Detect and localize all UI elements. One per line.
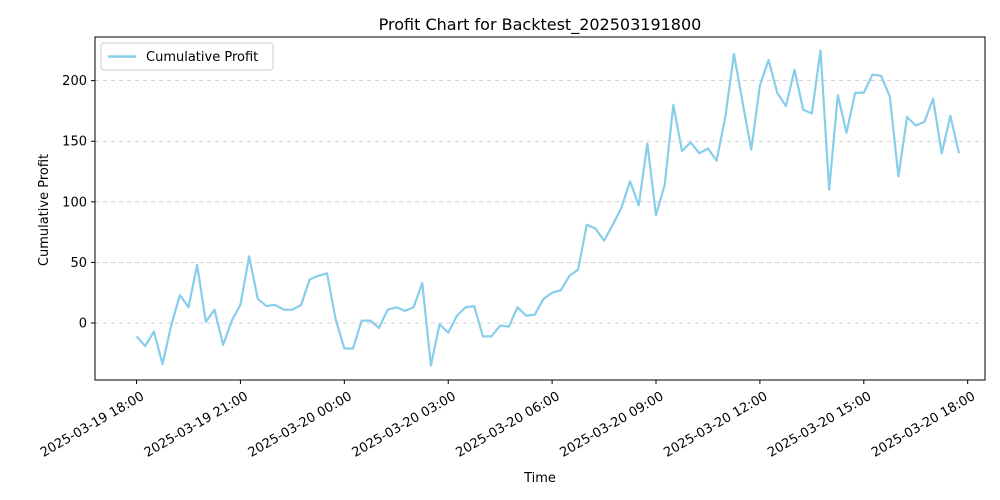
y-axis-ticks: 0 50 100 150 200 [62, 74, 95, 332]
plot-area-frame [94, 36, 986, 381]
legend-label-cumulative-profit: Cumulative Profit [146, 50, 258, 65]
legend-box [100, 42, 274, 71]
legend: Cumulative Profit [100, 42, 274, 71]
y-tick-label: 200 [62, 74, 87, 89]
y-tick-label: 50 [70, 256, 87, 271]
y-axis-label: Cumulative Profit [37, 154, 52, 266]
series-layer [135, 49, 961, 367]
chart-title: Profit Chart for Backtest_202503191800 [379, 15, 702, 35]
series-line-cumulative-profit [135, 49, 961, 367]
y-tick-label: 0 [79, 317, 87, 332]
y-tick-label: 100 [62, 195, 87, 210]
y-tick-label: 150 [62, 135, 87, 150]
x-axis-label: Time [523, 471, 556, 486]
